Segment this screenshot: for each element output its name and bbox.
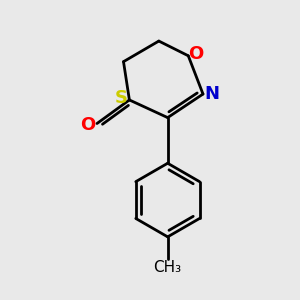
Text: O: O <box>80 116 96 134</box>
Text: CH₃: CH₃ <box>154 260 182 275</box>
Text: O: O <box>189 45 204 63</box>
Text: S: S <box>115 88 128 106</box>
Text: N: N <box>204 85 219 103</box>
